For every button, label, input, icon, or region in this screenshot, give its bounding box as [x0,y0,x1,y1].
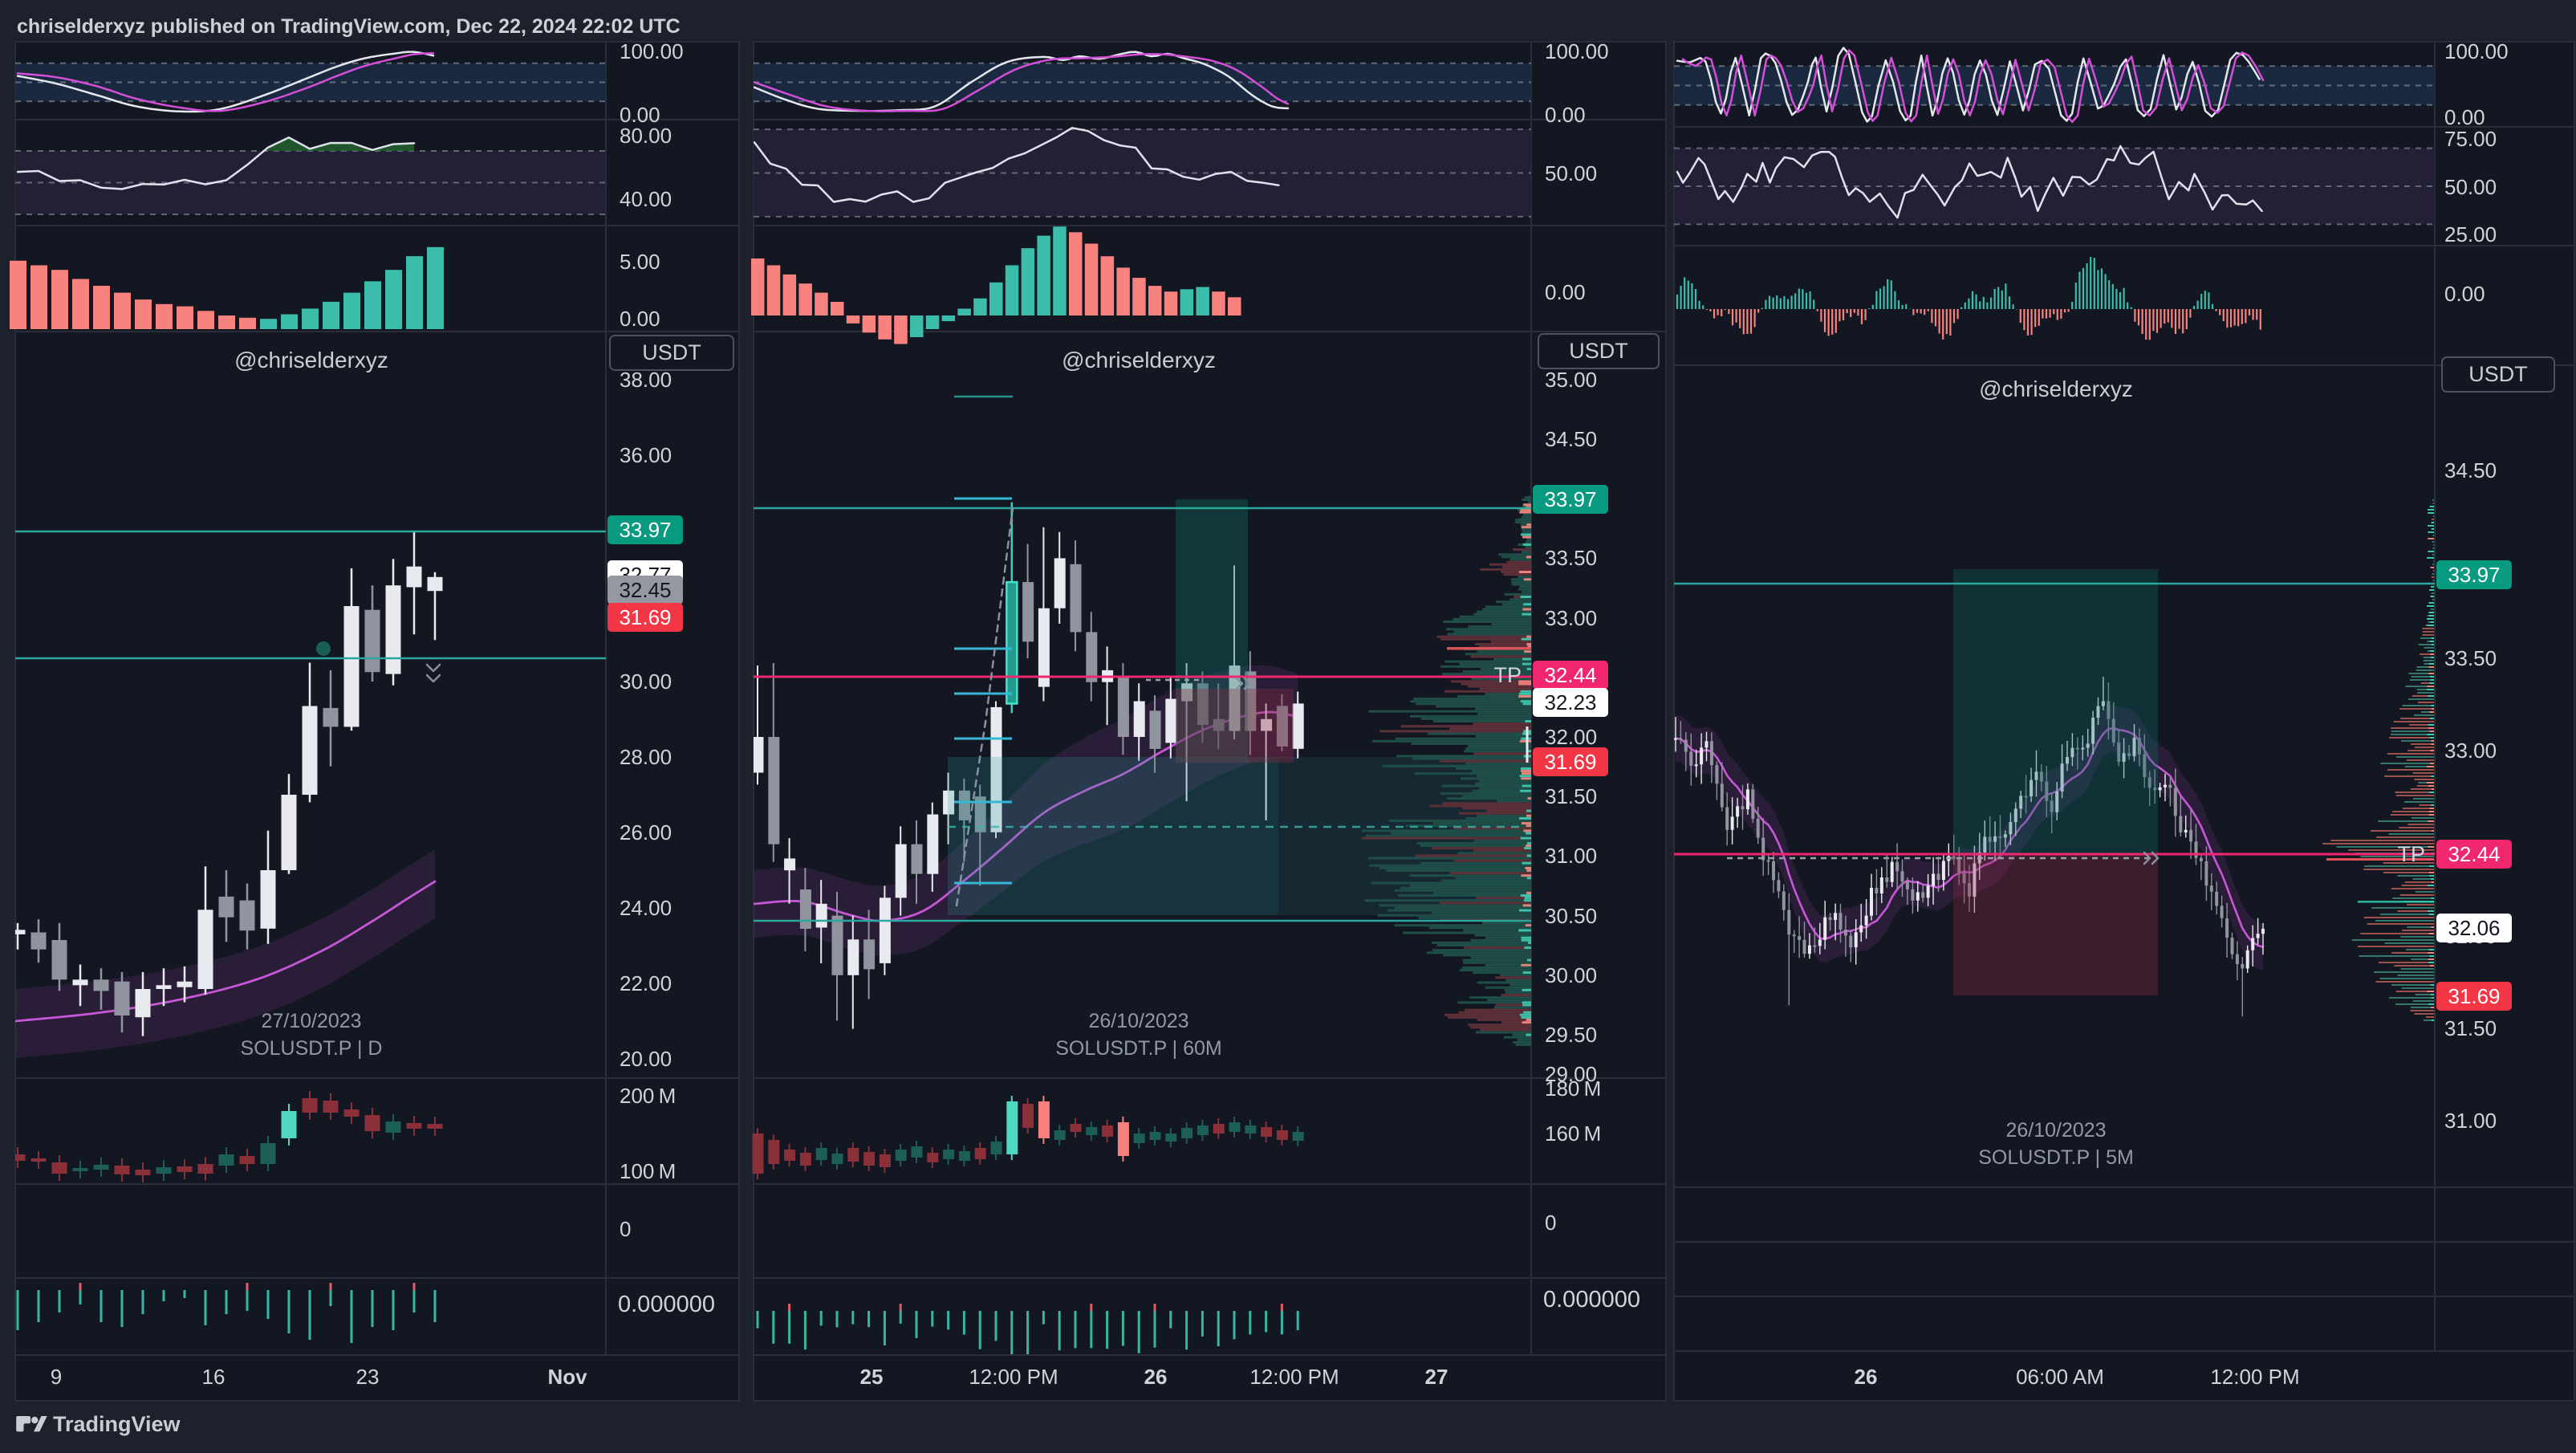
svg-text:TP: TP [2397,842,2425,866]
svg-text:30.50: 30.50 [1545,904,1597,928]
svg-text:33.50: 33.50 [1545,546,1597,570]
svg-text:30.00: 30.00 [1545,963,1597,987]
svg-text:32.44: 32.44 [1544,663,1596,687]
svg-text:32.06: 32.06 [2448,916,2500,940]
svg-text:32.45: 32.45 [619,578,671,602]
svg-text:31.50: 31.50 [2444,1016,2497,1040]
svg-text:USDT: USDT [2468,362,2528,386]
svg-text:24.00: 24.00 [620,896,672,920]
svg-text:31.69: 31.69 [2448,984,2500,1008]
svg-text:25: 25 [860,1365,884,1389]
svg-text:34.50: 34.50 [2444,458,2497,482]
svg-text:26/10/2023: 26/10/2023 [1088,1010,1188,1032]
svg-text:29.50: 29.50 [1545,1023,1597,1047]
svg-text:@chriselderxyz: @chriselderxyz [1062,348,1216,372]
svg-text:100.00: 100.00 [2444,39,2509,63]
svg-text:USDT: USDT [642,340,701,364]
svg-text:180 M: 180 M [1545,1077,1601,1101]
svg-text:29.00: 29.00 [1545,1062,1597,1086]
svg-text:0.00: 0.00 [620,307,660,331]
svg-text:@chriselderxyz: @chriselderxyz [234,348,388,372]
svg-text:27: 27 [1425,1365,1448,1389]
svg-text:38.00: 38.00 [620,368,672,392]
svg-text:80.00: 80.00 [620,124,672,148]
svg-text:22.00: 22.00 [620,971,672,995]
svg-text:9: 9 [51,1365,62,1389]
svg-text:30.00: 30.00 [620,670,672,694]
svg-text:34.50: 34.50 [1545,427,1597,451]
svg-text:SOLUSDT.P | 5M: SOLUSDT.P | 5M [1978,1146,2134,1169]
svg-text:100.00: 100.00 [1545,39,1609,63]
svg-text:12:00 PM: 12:00 PM [969,1365,1058,1389]
svg-text:160 M: 160 M [1545,1121,1601,1146]
svg-text:100 M: 100 M [620,1159,676,1183]
svg-text:26: 26 [1855,1365,1878,1389]
svg-text:0: 0 [620,1217,631,1241]
svg-text:chriselderxyz published on Tra: chriselderxyz published on TradingView.c… [17,15,681,38]
svg-text:28.00: 28.00 [620,745,672,769]
svg-text:USDT: USDT [1569,339,1628,363]
svg-text:33.97: 33.97 [619,518,671,542]
svg-text:26/10/2023: 26/10/2023 [2005,1119,2106,1142]
svg-text:SOLUSDT.P | 60M: SOLUSDT.P | 60M [1055,1037,1222,1060]
svg-text:35.00: 35.00 [1545,368,1597,392]
svg-text:16: 16 [202,1365,226,1389]
svg-text:33.97: 33.97 [1544,487,1596,511]
svg-text:25.00: 25.00 [2444,222,2497,246]
svg-text:31.00: 31.00 [2444,1109,2497,1133]
svg-text:27/10/2023: 27/10/2023 [261,1010,361,1032]
svg-text:26: 26 [1144,1365,1168,1389]
svg-text:0: 0 [1545,1211,1556,1235]
svg-text:31.00: 31.00 [1545,844,1597,868]
svg-text:0.000000: 0.000000 [1543,1287,1640,1313]
svg-text:26.00: 26.00 [620,820,672,845]
svg-text:@chriselderxyz: @chriselderxyz [1979,376,2133,401]
svg-text:100.00: 100.00 [620,39,684,63]
svg-text:TP: TP [1493,663,1522,687]
svg-text:5.00: 5.00 [620,250,660,274]
svg-text:0.00: 0.00 [2444,282,2485,306]
svg-text:33.00: 33.00 [1545,606,1597,630]
svg-text:32.00: 32.00 [1545,725,1597,749]
svg-text:33.50: 33.50 [2444,646,2497,670]
svg-text:06:00 AM: 06:00 AM [2016,1365,2104,1389]
svg-text:50.00: 50.00 [1545,161,1597,185]
svg-text:31.69: 31.69 [1544,750,1596,774]
svg-text:32.44: 32.44 [2448,842,2500,866]
svg-text:33.97: 33.97 [2448,563,2500,587]
svg-text:32.23: 32.23 [1544,690,1596,714]
svg-text:50.00: 50.00 [2444,175,2497,199]
svg-text:31.50: 31.50 [1545,784,1597,808]
svg-text:31.69: 31.69 [619,605,671,629]
svg-text:0.00: 0.00 [1545,280,1586,304]
svg-text:SOLUSDT.P | D: SOLUSDT.P | D [241,1037,383,1060]
svg-text:Nov: Nov [547,1365,587,1389]
svg-text:36.00: 36.00 [620,443,672,467]
svg-text:200 M: 200 M [620,1084,676,1108]
svg-text:0.000000: 0.000000 [618,1292,715,1317]
svg-text:23: 23 [356,1365,380,1389]
svg-text:75.00: 75.00 [2444,127,2497,151]
svg-text:TradingView: TradingView [53,1412,181,1436]
svg-text:0.00: 0.00 [2444,105,2485,129]
svg-text:20.00: 20.00 [620,1047,672,1071]
svg-text:40.00: 40.00 [620,187,672,211]
svg-text:33.00: 33.00 [2444,739,2497,763]
svg-text:0.00: 0.00 [620,103,660,127]
svg-text:0.00: 0.00 [1545,103,1586,127]
svg-text:12:00 PM: 12:00 PM [2210,1365,2299,1389]
svg-text:12:00 PM: 12:00 PM [1249,1365,1339,1389]
